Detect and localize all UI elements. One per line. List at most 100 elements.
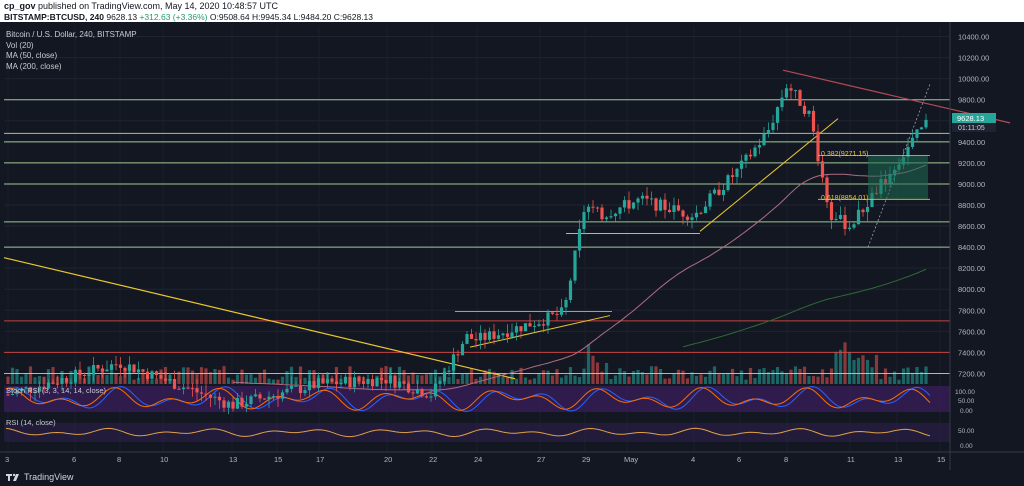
candle-body xyxy=(348,377,352,388)
candle-body xyxy=(6,394,10,396)
volume-bar xyxy=(24,373,28,384)
candle-body xyxy=(73,369,78,383)
volume-bar xyxy=(559,377,564,384)
legend-ma200: MA (200, close) xyxy=(6,61,62,71)
volume-bar xyxy=(694,375,699,384)
volume-bar xyxy=(222,366,226,384)
candle-body xyxy=(631,202,636,209)
volume-bar xyxy=(847,352,852,384)
volume-bar xyxy=(276,379,280,384)
candle-body xyxy=(24,387,28,389)
volume-bar xyxy=(748,367,753,384)
candle-body xyxy=(28,387,33,393)
time-tick-label: 3 xyxy=(5,455,9,464)
volume-bar xyxy=(51,367,55,384)
time-tick-label: 6 xyxy=(737,455,741,464)
volume-bar xyxy=(496,373,501,384)
candle-body xyxy=(735,168,739,177)
volume-bar xyxy=(924,366,928,384)
author-name[interactable]: cp_gov xyxy=(4,1,36,11)
candle-body xyxy=(33,391,37,393)
candle-body xyxy=(411,392,415,394)
time-tick-label: 29 xyxy=(582,455,590,464)
ma50-line xyxy=(232,164,927,391)
volume-bar xyxy=(555,369,559,384)
candle-body xyxy=(586,206,591,213)
volume-bar xyxy=(406,375,411,384)
candle-body xyxy=(618,207,622,214)
rsi-tick-50: 50.00 xyxy=(958,428,975,435)
volume-bar xyxy=(582,368,586,384)
candle-body xyxy=(609,216,613,218)
footer: TradingView xyxy=(0,468,1024,486)
volume-bar xyxy=(465,373,469,384)
candle-body xyxy=(141,369,145,372)
ascending-trendline-april xyxy=(469,315,611,348)
time-axis[interactable]: 3 6 8 10 13 15 17 20 22 24 27 29 May 4 6 8 11 13 15 xyxy=(0,451,1024,464)
rsi-line xyxy=(5,427,931,438)
volume-bar xyxy=(807,375,811,384)
volume-bar xyxy=(586,344,591,384)
volume-bar xyxy=(906,367,910,384)
stoch-rsi-k-line xyxy=(5,386,931,412)
fib-upper-label: 0.382(9271.15) xyxy=(821,151,868,158)
candle-body xyxy=(64,377,69,383)
candle-body xyxy=(861,209,865,213)
time-tick-label: May xyxy=(624,455,638,464)
price-chart[interactable]: 10400.0010200.0010000.009800.009600.0094… xyxy=(0,22,1024,486)
descending-trendline xyxy=(3,257,516,380)
candle-body xyxy=(604,217,609,220)
candle-body xyxy=(762,133,766,146)
volume-bar xyxy=(879,379,883,384)
volume-bar xyxy=(231,379,235,384)
chart-legend: Bitcoin / U.S. Dollar, 240, BITSTAMP Vol… xyxy=(6,30,137,72)
time-tick-label: 15 xyxy=(937,455,945,464)
rsi-band xyxy=(4,423,950,442)
candle-body xyxy=(811,110,816,132)
price-tick-label: 9200.00 xyxy=(958,159,985,168)
candle-body xyxy=(748,154,753,157)
candle-body xyxy=(397,381,402,388)
candle-body xyxy=(127,364,132,371)
time-tick-label: 20 xyxy=(384,455,392,464)
footer-brand[interactable]: TradingView xyxy=(24,472,74,482)
candle-body xyxy=(199,392,204,394)
candle-body xyxy=(658,199,663,211)
ma200-line xyxy=(682,268,927,348)
volume-bar xyxy=(753,378,757,384)
candle-body xyxy=(321,378,325,383)
candle-body xyxy=(834,218,838,220)
candle-body xyxy=(591,206,595,208)
ascending-trendline-may xyxy=(699,118,839,232)
tradingview-logo-icon xyxy=(6,473,19,481)
price-tick-label: 10200.00 xyxy=(958,54,989,63)
time-tick-label: 27 xyxy=(537,455,545,464)
volume-bar xyxy=(10,367,15,384)
candle-body xyxy=(69,382,73,384)
candle-body xyxy=(465,334,469,344)
candle-body xyxy=(78,369,82,375)
volume-bar xyxy=(672,373,676,384)
volume-bar xyxy=(820,369,825,384)
volume-bar xyxy=(834,351,838,384)
volume-bar xyxy=(136,377,141,384)
candle-body xyxy=(456,354,460,356)
volume-bar xyxy=(118,376,123,384)
volume-bar xyxy=(762,368,766,384)
candle-body xyxy=(375,377,379,387)
stoch-rsi-label: Stoch RSI (3, 3, 14, 14, close) xyxy=(6,386,107,395)
candle-body xyxy=(190,388,195,390)
candle-body xyxy=(469,334,474,339)
candle-body xyxy=(334,381,339,385)
candle-body xyxy=(726,175,730,191)
price-tick-label: 8200.00 xyxy=(958,264,985,273)
volume-bar xyxy=(478,376,483,384)
volume-bar xyxy=(622,371,627,384)
volume-bar xyxy=(424,374,429,384)
candle-body xyxy=(667,209,672,212)
volume-bar xyxy=(433,369,438,384)
candle-body xyxy=(357,377,361,382)
candle-body xyxy=(915,129,919,138)
volume-bar xyxy=(132,379,136,384)
candle-body xyxy=(87,374,91,376)
